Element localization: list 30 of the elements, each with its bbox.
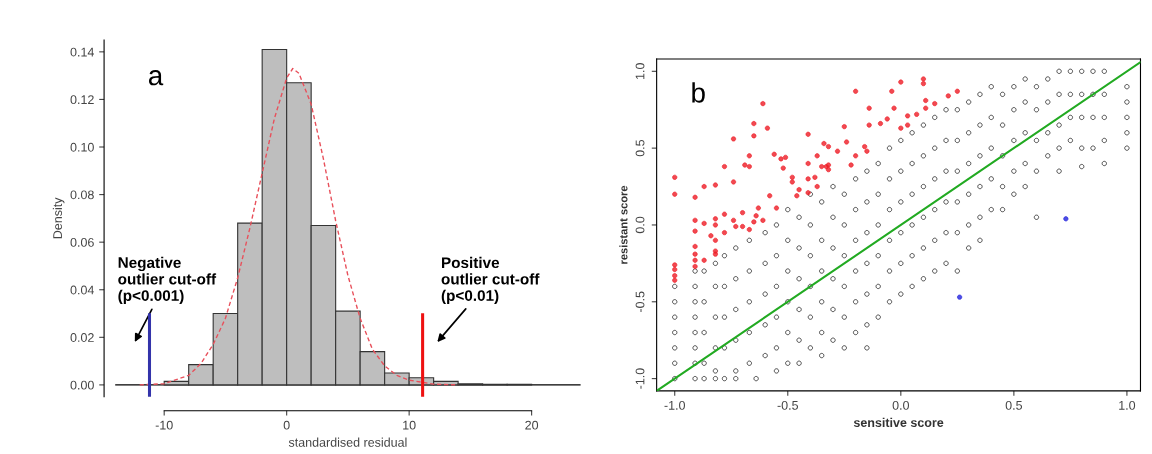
x-axis-title: sensitive score [853, 417, 944, 428]
x-tick-label: 10 [403, 420, 416, 430]
y-axis-title: Density [52, 197, 65, 239]
annotation: b [692, 82, 705, 103]
y-tick-label: 0.04 [70, 285, 94, 295]
y-tick-label: 0.08 [70, 190, 94, 200]
x-tick-label: 1.0 [1119, 400, 1136, 410]
x-tick-label: 20 [525, 420, 539, 430]
y-axis-title: resistant score [619, 185, 628, 264]
y-tick-label: 0.14 [70, 47, 94, 57]
y-tick-label: -0.5 [635, 291, 645, 312]
y-tick-label: 0.00 [70, 380, 94, 390]
y-tick-label: 0.02 [70, 333, 94, 342]
y-tick-label: 0.0 [635, 216, 645, 234]
ref-line-label: Positive outlier cut-off (p<0.01) [441, 256, 540, 305]
x-tick-label: -1.0 [664, 400, 686, 410]
x-tick-label: -10 [155, 420, 173, 430]
annotation: a [148, 70, 164, 86]
x-tick-label: 0.5 [1005, 400, 1023, 410]
x-tick-label: 0 [283, 420, 290, 430]
y-tick-label: 0.12 [70, 95, 94, 105]
x-tick-label: -0.5 [777, 400, 799, 410]
y-tick-label: 0.06 [70, 237, 94, 247]
y-tick-label: 1.0 [635, 63, 645, 80]
y-tick-label: 0.10 [70, 142, 94, 152]
ref-line-label: Negative outlier cut-off (p<0.001) [118, 256, 217, 305]
y-tick-label: 0.5 [635, 139, 645, 157]
y-tick-label: -1.0 [635, 368, 645, 389]
x-axis-title: standardised residual [288, 437, 407, 447]
x-tick-label: 0.0 [892, 400, 910, 410]
